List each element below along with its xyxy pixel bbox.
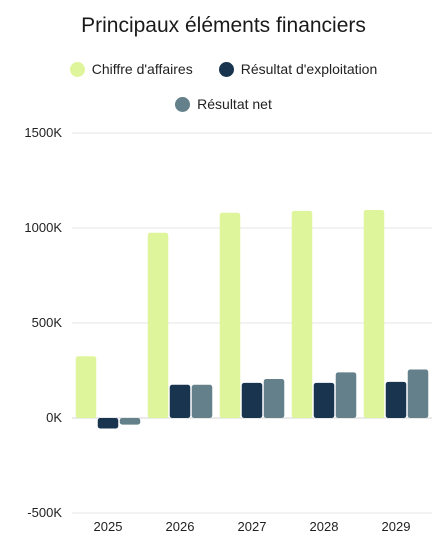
- x-tick-label: 2029: [382, 519, 411, 534]
- x-tick-label: 2026: [166, 519, 195, 534]
- bar: [191, 384, 213, 418]
- bar: [97, 418, 119, 429]
- bar: [313, 382, 335, 418]
- y-tick-label: -500K: [27, 505, 62, 520]
- legend-label: Résultat d'exploitation: [240, 61, 378, 77]
- x-tick-label: 2028: [310, 519, 339, 534]
- legend-item-resultat-net[interactable]: Résultat net: [175, 96, 272, 112]
- legend-second-row: Résultat net: [0, 96, 447, 112]
- legend-label: Résultat net: [197, 96, 272, 112]
- bar: [407, 369, 429, 418]
- bar: [335, 372, 357, 418]
- y-tick-label: 0K: [46, 410, 62, 425]
- legend: Chiffre d'affaires Résultat d'exploitati…: [0, 61, 447, 77]
- x-tick-label: 2027: [238, 519, 267, 534]
- bar: [147, 232, 169, 418]
- y-tick-label: 1000K: [24, 220, 62, 235]
- bar: [119, 418, 141, 425]
- bar: [385, 381, 407, 418]
- legend-swatch: [175, 96, 191, 112]
- bar: [363, 209, 385, 418]
- bar: [75, 356, 97, 418]
- bar: [169, 384, 191, 418]
- x-tick-label: 2025: [94, 519, 123, 534]
- y-tick-label: 1500K: [24, 125, 62, 140]
- bar: [291, 210, 313, 418]
- bar: [219, 212, 241, 418]
- bar: [263, 379, 285, 418]
- legend-item-resultat-exploitation[interactable]: Résultat d'exploitation: [218, 61, 378, 77]
- legend-swatch: [69, 61, 85, 77]
- chart-title: Principaux éléments financiers: [81, 14, 366, 37]
- legend-swatch: [218, 61, 234, 77]
- bar: [241, 382, 263, 418]
- legend-label: Chiffre d'affaires: [91, 61, 193, 77]
- y-tick-label: 500K: [32, 315, 63, 330]
- legend-item-chiffre-affaires[interactable]: Chiffre d'affaires: [69, 61, 193, 77]
